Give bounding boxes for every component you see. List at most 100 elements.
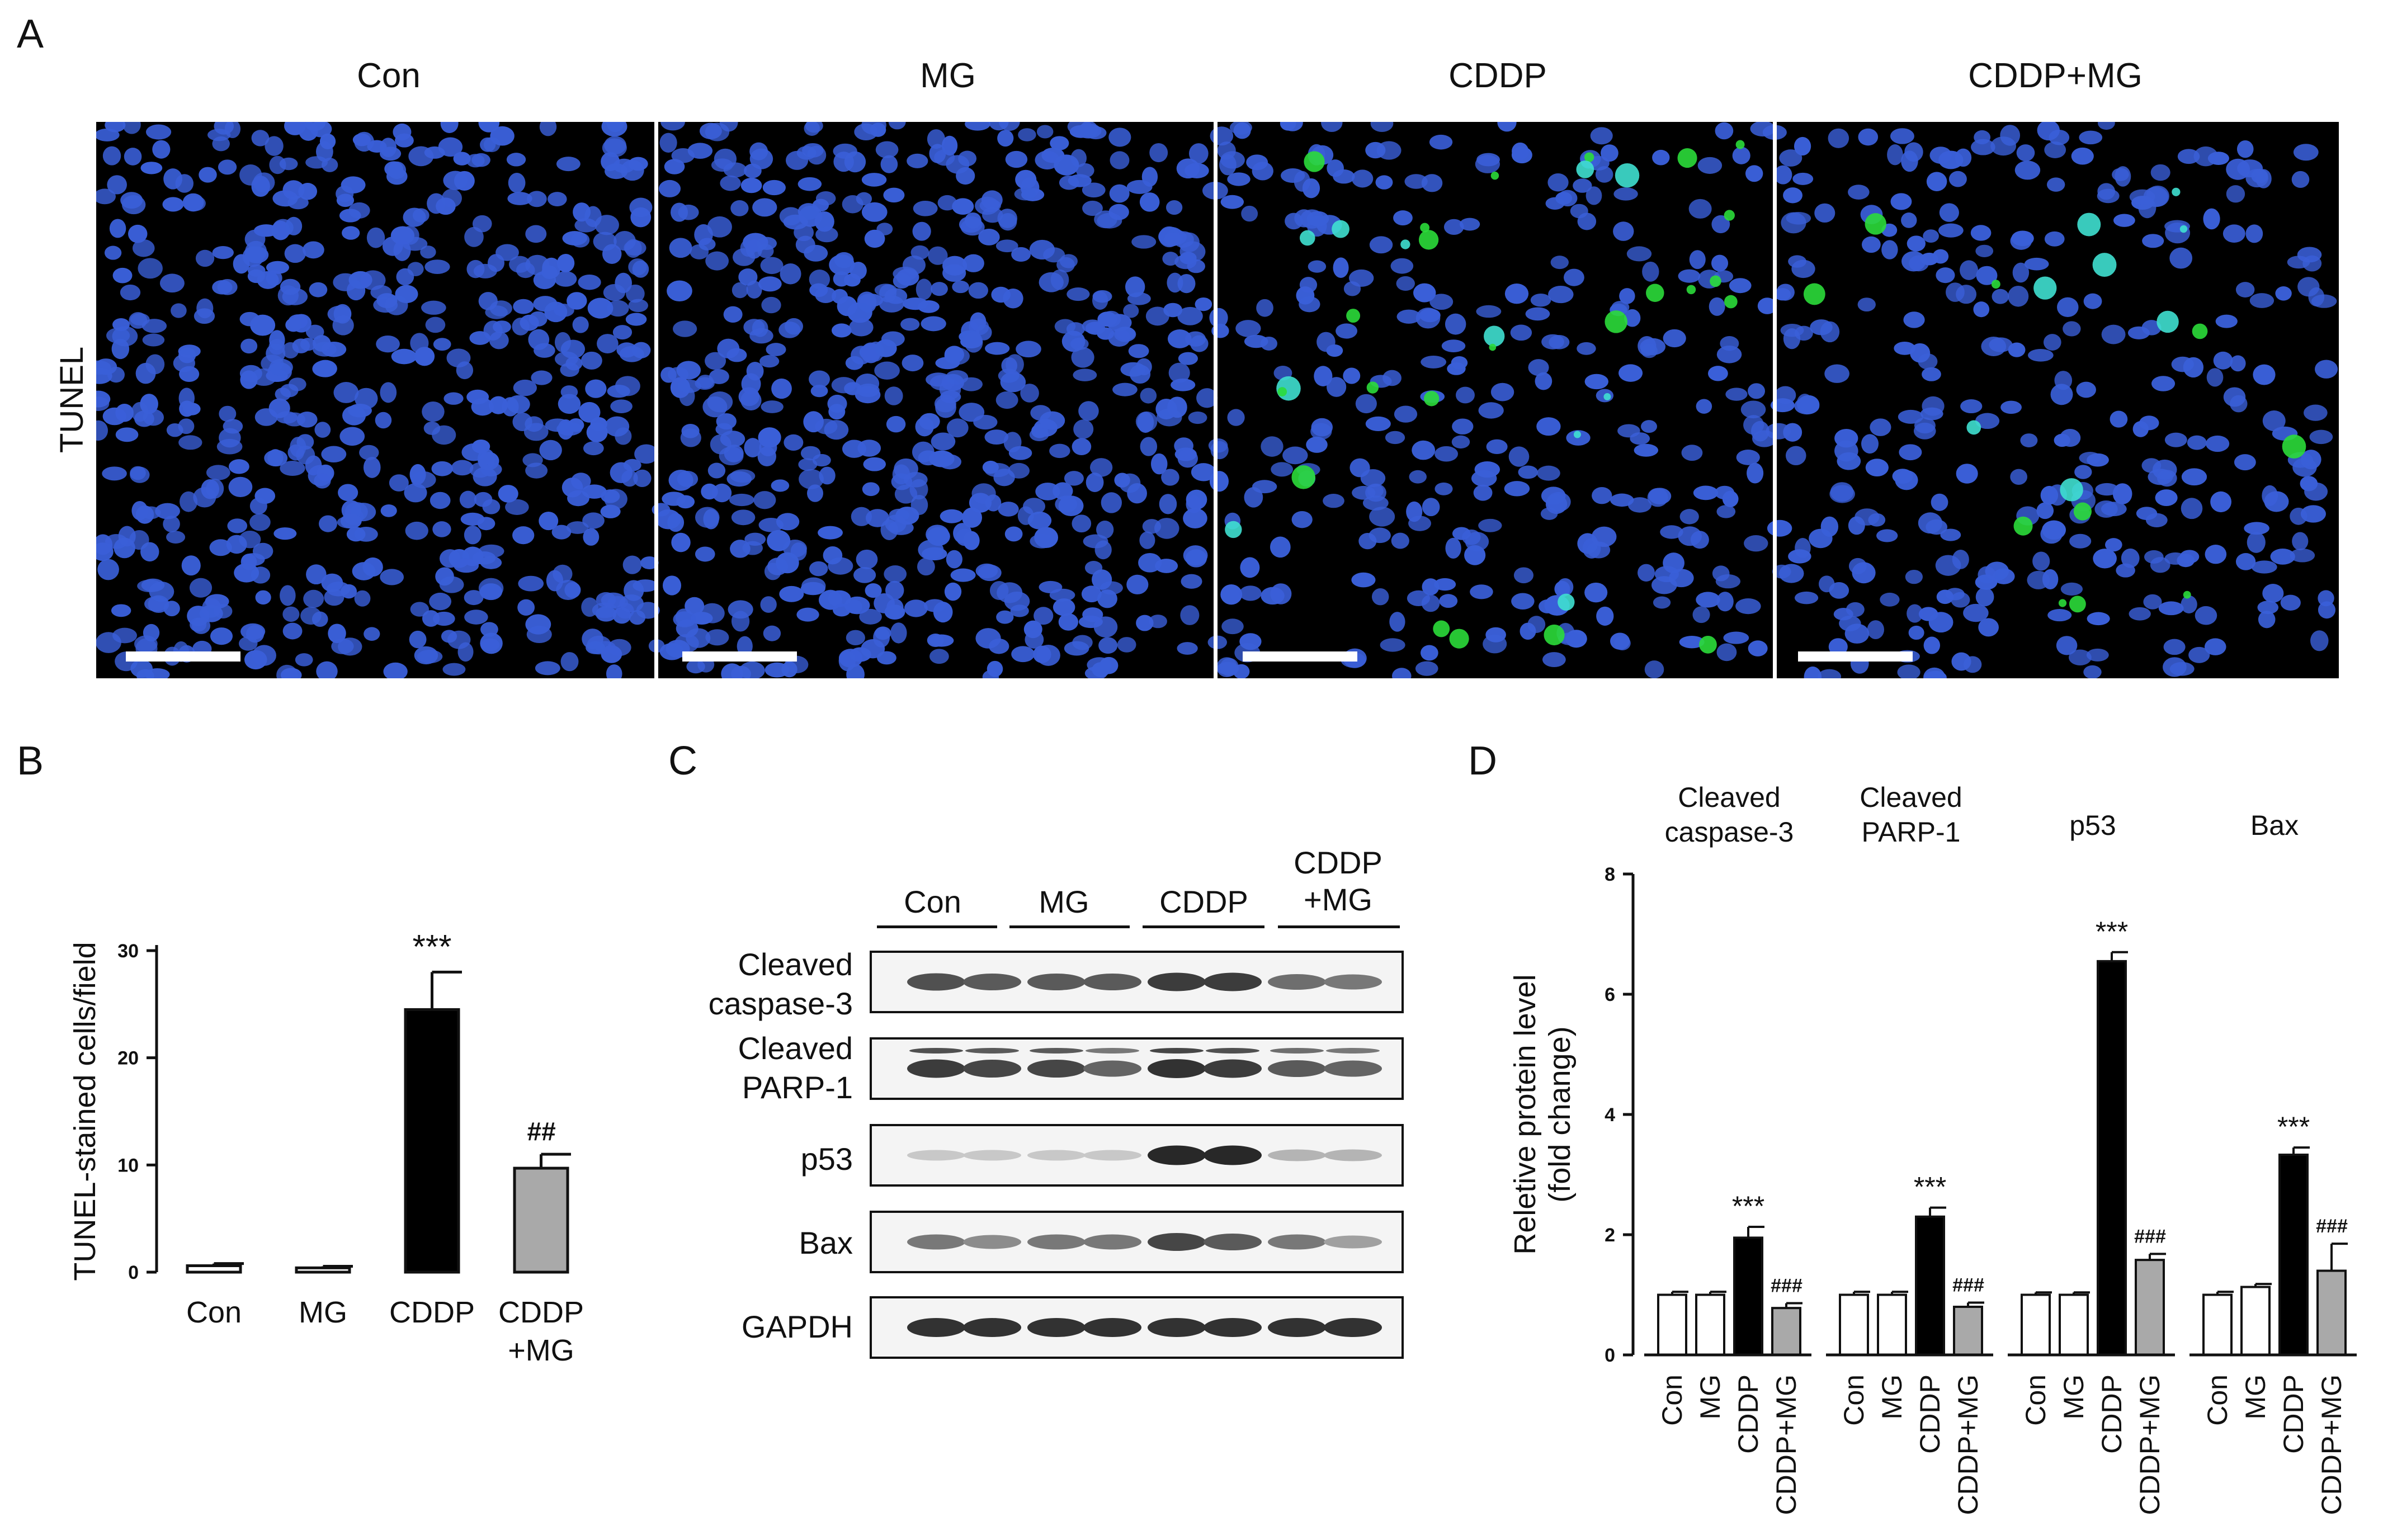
nucleus: [837, 296, 857, 316]
nucleus: [1510, 324, 1532, 341]
nucleus: [929, 634, 954, 647]
nucleus: [1653, 596, 1671, 609]
nucleus: [1393, 210, 1413, 226]
nucleus: [1034, 607, 1054, 625]
nucleus: [2087, 453, 2109, 467]
nucleus: [1191, 463, 1216, 481]
nucleus: [959, 216, 983, 233]
nucleus: [744, 438, 762, 457]
blot-band: [1324, 1235, 1382, 1249]
nucleus: [838, 649, 863, 668]
nucleus: [1716, 505, 1736, 518]
blot-band: [963, 974, 1021, 990]
nucleus: [944, 582, 962, 601]
nucleus: [900, 318, 920, 331]
nucleus: [616, 602, 634, 619]
nucleus: [1125, 276, 1145, 297]
nucleus: [978, 564, 1002, 582]
nucleus: [963, 531, 980, 550]
blot-band: [1027, 1318, 1086, 1337]
nucleus: [1389, 612, 1405, 632]
nucleus: [2057, 297, 2079, 318]
nucleus: [604, 136, 626, 155]
nucleus: [548, 192, 567, 207]
nucleus: [421, 300, 446, 315]
nucleus: [1963, 603, 1989, 622]
nucleus: [1975, 574, 1998, 590]
nucleus: [1108, 204, 1129, 220]
tunel-positive-cell: [1966, 420, 1981, 435]
nucleus: [227, 518, 248, 533]
nucleus: [2093, 549, 2117, 569]
nucleus: [438, 137, 463, 157]
scale-bar: [1798, 651, 1913, 662]
panel-a-title-con: Con: [357, 56, 421, 95]
nucleus: [1945, 588, 1965, 601]
tunel-positive-cell: [1433, 620, 1450, 637]
nucleus: [303, 589, 324, 608]
nucleus: [1926, 172, 1947, 192]
tunel-positive-cell: [1291, 465, 1315, 489]
nucleus: [2129, 607, 2151, 621]
nucleus: [264, 450, 288, 467]
nucleus: [761, 400, 784, 413]
nucleus: [525, 614, 551, 635]
nucleus: [1004, 526, 1023, 542]
nucleus: [1216, 662, 1239, 675]
nucleus: [744, 163, 762, 178]
blot-band: [1083, 1150, 1141, 1161]
nucleus: [196, 298, 214, 319]
tunel-positive-cell: [1418, 230, 1439, 250]
nucleus: [2008, 285, 2029, 307]
nucleus: [1352, 169, 1374, 188]
nucleus: [1542, 652, 1566, 668]
nucleus: [2113, 214, 2135, 227]
nucleus: [658, 179, 681, 197]
nucleus: [707, 391, 733, 413]
blot-group-label-cddp: CDDP: [1159, 884, 1248, 919]
nucleus: [1177, 306, 1203, 325]
nucleus: [1518, 465, 1538, 479]
bar: [1771, 1307, 1801, 1357]
nucleus: [480, 622, 498, 637]
nucleus: [601, 592, 626, 608]
nucleus: [2181, 468, 2207, 486]
nucleus: [2158, 601, 2184, 616]
nucleus: [685, 597, 705, 615]
nucleus: [880, 155, 898, 173]
nucleus: [1058, 495, 1084, 517]
nucleus: [1918, 607, 1938, 621]
nucleus: [1082, 182, 1106, 198]
nucleus: [268, 398, 290, 418]
nucleus: [328, 623, 346, 644]
nucleus: [2234, 454, 2256, 471]
nucleus: [1299, 277, 1318, 293]
blot-label-p53: p53: [800, 1141, 853, 1177]
nucleus: [1123, 304, 1139, 318]
nucleus: [2230, 395, 2248, 413]
bar: [186, 1264, 242, 1274]
nucleus: [1876, 529, 1898, 542]
nucleus: [1119, 473, 1141, 493]
nucleus: [1241, 205, 1258, 222]
nucleus: [2037, 122, 2060, 141]
nucleus: [567, 490, 589, 507]
nucleus: [1016, 341, 1041, 358]
nucleus: [877, 651, 896, 665]
nucleus: [242, 553, 265, 566]
nucleus: [2083, 665, 2102, 678]
nucleus: [800, 446, 821, 461]
blot-band: [1148, 1233, 1206, 1251]
nucleus: [1020, 384, 1039, 403]
nucleus: [1429, 294, 1454, 310]
nucleus: [1537, 465, 1560, 481]
nucleus: [1014, 187, 1036, 201]
bar: [1695, 1293, 1725, 1356]
nucleus: [1868, 513, 1886, 527]
nucleus: [424, 259, 450, 274]
blot-band: [1027, 1060, 1086, 1078]
nucleus: [875, 339, 897, 357]
nucleus: [890, 622, 907, 644]
nucleus: [1548, 285, 1574, 304]
nucleus: [1314, 366, 1333, 386]
